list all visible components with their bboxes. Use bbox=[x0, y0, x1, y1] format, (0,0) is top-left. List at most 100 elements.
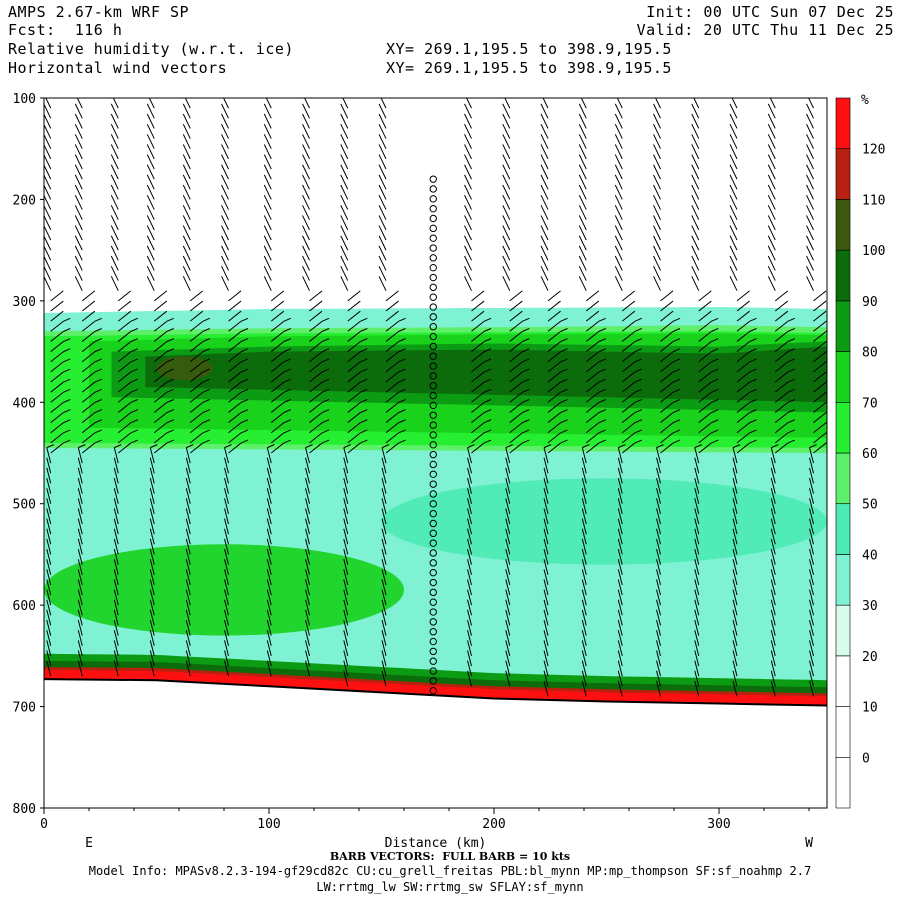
wind-barb bbox=[471, 442, 485, 454]
wind-barb bbox=[653, 205, 661, 220]
wind-barb bbox=[77, 518, 83, 535]
wind-barb bbox=[77, 630, 83, 646]
wind-barb bbox=[77, 650, 83, 667]
wind-barb bbox=[467, 670, 472, 687]
wind-barb bbox=[509, 300, 523, 312]
valid-time: Valid: 20 UTC Thu 11 Dec 25 bbox=[636, 21, 894, 39]
wind-barb bbox=[621, 320, 636, 332]
wind-barb bbox=[547, 331, 561, 342]
wind-barb bbox=[378, 174, 387, 190]
wind-barb bbox=[381, 630, 387, 646]
wind-barb bbox=[146, 235, 155, 251]
wind-barb bbox=[153, 341, 168, 352]
barb-flag bbox=[672, 368, 681, 373]
init-time: Init: 00 UTC Sun 07 Dec 25 bbox=[646, 3, 894, 21]
wind-barb bbox=[189, 381, 204, 393]
wind-barb bbox=[182, 205, 191, 220]
barb-flag bbox=[560, 429, 568, 434]
wind-barb bbox=[621, 371, 636, 383]
wind-barb bbox=[729, 235, 738, 251]
calm-circle bbox=[429, 667, 437, 675]
wind-barb bbox=[547, 310, 561, 322]
wind-barb bbox=[767, 276, 776, 291]
barb-flag bbox=[360, 348, 368, 353]
wind-barb bbox=[653, 245, 661, 261]
wind-barb bbox=[770, 457, 776, 474]
wind-barb bbox=[471, 432, 485, 444]
barb-flag bbox=[283, 388, 291, 393]
wind-barb bbox=[774, 381, 789, 393]
colorbar-box bbox=[835, 604, 851, 657]
wind-barb bbox=[691, 276, 700, 291]
wind-barb bbox=[347, 391, 361, 403]
wind-barb bbox=[263, 184, 272, 200]
barb-flag bbox=[787, 328, 795, 332]
wind-barb bbox=[770, 518, 776, 535]
wind-barb bbox=[621, 391, 636, 403]
wind-barb bbox=[809, 599, 814, 616]
wind-barb bbox=[149, 447, 155, 464]
barb-flag bbox=[94, 338, 102, 343]
barb-flag bbox=[522, 439, 530, 444]
wind-barb bbox=[509, 381, 523, 393]
wind-barb bbox=[112, 98, 119, 109]
barb-flag bbox=[267, 444, 275, 449]
barb-flag bbox=[672, 328, 681, 332]
wind-barb bbox=[149, 467, 155, 484]
wind-barb bbox=[732, 630, 738, 646]
wind-barb bbox=[113, 569, 119, 585]
wind-barb bbox=[309, 361, 323, 373]
barb-flag bbox=[634, 409, 642, 414]
wind-barb bbox=[694, 640, 700, 656]
barb-flag bbox=[283, 348, 291, 353]
wind-barb bbox=[46, 630, 52, 646]
wind-barb bbox=[149, 619, 155, 636]
barb-flag bbox=[711, 338, 719, 343]
wind-barb bbox=[732, 609, 738, 626]
wind-barb bbox=[774, 412, 789, 423]
wind-barb bbox=[614, 154, 623, 170]
below-ground bbox=[44, 679, 827, 808]
wind-barb bbox=[77, 498, 83, 514]
wind-barb bbox=[378, 265, 387, 281]
wind-barb bbox=[656, 579, 661, 596]
wind-barb bbox=[302, 184, 310, 200]
wind-barb bbox=[543, 518, 549, 535]
wind-barb bbox=[44, 235, 52, 251]
barb-flag bbox=[360, 328, 368, 332]
wind-barb bbox=[263, 194, 272, 210]
wind-barb bbox=[263, 225, 272, 241]
wind-barb bbox=[223, 98, 229, 109]
wind-barb bbox=[153, 371, 168, 383]
wind-barb bbox=[266, 599, 272, 616]
wind-barb bbox=[381, 589, 387, 606]
barb-flag bbox=[672, 429, 681, 434]
wind-barb bbox=[467, 457, 472, 474]
wind-barb bbox=[50, 422, 64, 434]
wind-barb bbox=[266, 650, 272, 667]
barb-flag bbox=[560, 368, 568, 373]
wind-barb bbox=[113, 589, 119, 606]
wind-barb bbox=[340, 144, 349, 160]
wind-barb bbox=[656, 599, 661, 616]
barb-flag bbox=[360, 378, 368, 383]
barb-flag bbox=[130, 419, 138, 424]
wind-barb bbox=[343, 477, 349, 494]
wind-barb bbox=[813, 361, 827, 373]
wind-barb bbox=[385, 361, 399, 373]
wind-barb bbox=[694, 650, 700, 667]
wind-barb bbox=[185, 467, 191, 484]
wind-barb bbox=[44, 255, 52, 271]
wind-barb bbox=[221, 245, 229, 261]
wind-barb bbox=[343, 660, 349, 677]
wind-barb bbox=[185, 538, 191, 555]
wind-barb bbox=[224, 619, 229, 636]
barb-flag bbox=[166, 399, 174, 403]
wind-barb bbox=[113, 498, 119, 514]
calm-circle bbox=[429, 273, 437, 282]
wind-barb bbox=[343, 670, 349, 687]
wind-barb bbox=[46, 498, 52, 514]
wind-barb bbox=[732, 488, 738, 504]
wind-barb bbox=[77, 609, 83, 626]
wind-barb bbox=[185, 650, 191, 667]
